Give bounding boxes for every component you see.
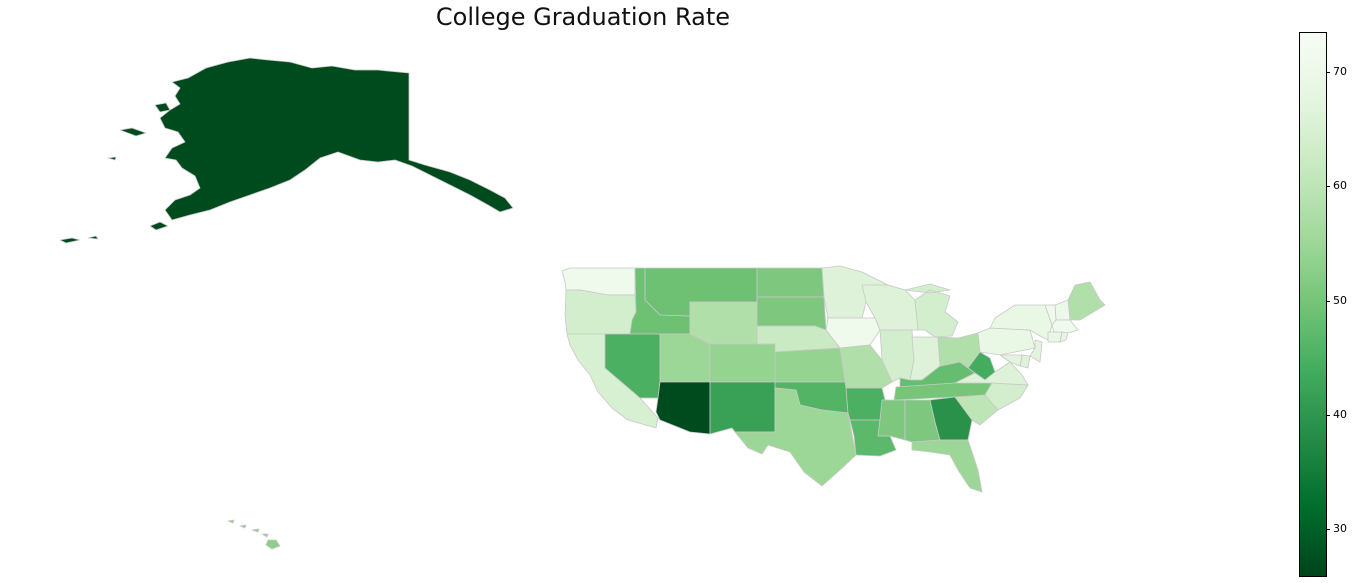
state-me: Maine (1067, 281, 1106, 321)
colorbar-tick-label: 70 (1333, 65, 1347, 78)
state-ak: Alaska (59, 57, 514, 244)
state-nc: North Carolina (984, 382, 1029, 411)
colorbar-tick-label: 50 (1333, 293, 1347, 307)
state-wy: Wyoming (689, 301, 758, 345)
colorbar-tick-label: 40 (1333, 407, 1347, 421)
state-nj: New Jersey (1029, 339, 1043, 363)
state-hi: Hawaii (227, 519, 281, 550)
state-ks: Kansas (774, 347, 847, 383)
state-tx: Texas (734, 387, 857, 487)
state-ut: Utah (659, 333, 711, 383)
state-pa: Pennsylvania (977, 327, 1036, 356)
colorbar-tick-label: 60 (1333, 179, 1347, 193)
colorbar-tick (1326, 300, 1330, 302)
state-ri: Rhode Island (1059, 331, 1069, 343)
state-nd: North Dakota (756, 267, 825, 298)
state-md: Maryland (999, 354, 1023, 367)
colorbar: 30 40 50 60 70 (1299, 32, 1347, 577)
state-sd: South Dakota (756, 296, 827, 331)
state-ma: Massachusetts (1051, 319, 1079, 334)
chart-title: College Graduation Rate (435, 3, 731, 31)
state-va: Virginia (954, 361, 1029, 386)
colorbar-tick (1326, 186, 1330, 188)
state-ms: Mississippi (877, 399, 906, 441)
state-nh: New Hampshire (1054, 299, 1071, 321)
state-sc: South Carolina (954, 394, 999, 426)
state-or: Oregon (564, 289, 637, 335)
state-fl: Florida (911, 439, 983, 493)
state-nm: New Mexico (709, 381, 776, 435)
state-mi: Michigan (904, 283, 959, 338)
colorbar-tick-label: 30 (1333, 522, 1347, 536)
state-az: Arizona (655, 381, 711, 435)
colorbar-tick (1326, 414, 1330, 416)
colorbar-tick (1326, 529, 1330, 531)
colorbar-tick (1326, 72, 1330, 73)
colorbar-gradient (1299, 32, 1327, 577)
state-co: Colorado (709, 343, 776, 383)
